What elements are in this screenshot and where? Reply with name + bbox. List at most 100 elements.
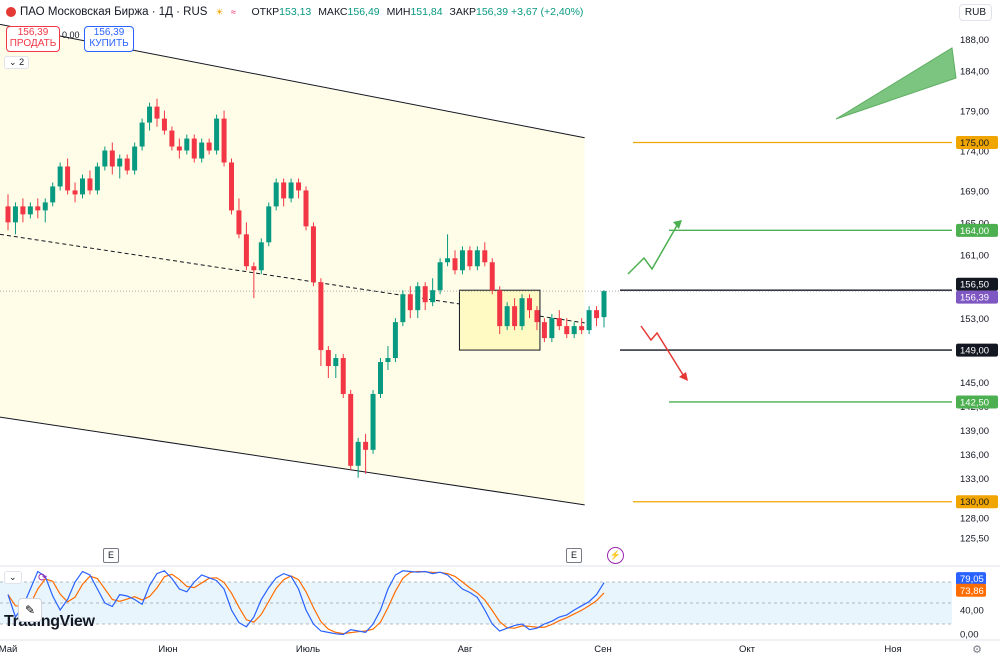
candle-body — [564, 326, 570, 335]
candle-body — [229, 162, 234, 211]
price-level-label: 156,39 — [960, 293, 989, 304]
candle-body — [310, 226, 316, 283]
candle-body — [378, 362, 383, 394]
candle-body — [184, 138, 190, 151]
chart-header: ПАО Московская Биржа · 1Д · RUS ☀ ≈ ОТКР… — [0, 0, 583, 24]
price-tick-label: 139,00 — [960, 426, 989, 437]
price-tick-label: 179,00 — [960, 107, 989, 118]
bearish-arrow-head — [679, 372, 688, 381]
open-value: 153,13 — [279, 6, 312, 18]
price-level-label: 149,00 — [960, 346, 989, 357]
bearish-arrow — [640, 325, 686, 379]
ohlc-values: ОТКР153,13 МАКС156,49 МИН151,84 ЗАКР156,… — [247, 6, 583, 18]
candle-body — [132, 146, 138, 171]
price-tick-label: 153,00 — [960, 314, 989, 325]
candle-body — [430, 290, 436, 303]
candle-body — [243, 234, 249, 267]
price-level-label: 175,00 — [960, 138, 989, 149]
price-level-label: 142,50 — [960, 397, 989, 408]
price-tick-label: 136,00 — [960, 450, 989, 461]
bullish-arrow — [627, 221, 680, 275]
candle-body — [489, 262, 495, 291]
gear-icon[interactable]: ⚙ — [972, 644, 982, 656]
candle-body — [549, 318, 555, 339]
change-value: +3,67 (+2,40%) — [511, 6, 584, 18]
price-tick-label: 188,00 — [960, 35, 989, 46]
candle-body — [333, 358, 339, 367]
price-tick-label: 174,00 — [960, 147, 989, 158]
time-tick-label: Июль — [296, 644, 320, 655]
sell-button[interactable]: 156,39 ПРОДАТЬ — [6, 26, 60, 52]
price-level-label: 164,00 — [960, 226, 989, 237]
alert-icon[interactable]: ≈ — [230, 7, 236, 17]
low-label: МИН — [386, 6, 411, 18]
stochastic-tick-label: 40,00 — [960, 606, 984, 617]
candle-body — [176, 146, 182, 151]
candle-body — [236, 210, 242, 235]
candle-body — [422, 286, 428, 303]
candle-body — [370, 393, 376, 450]
price-level-label: 130,00 — [960, 497, 989, 508]
time-tick-label: Ноя — [884, 644, 901, 655]
candle-body — [340, 358, 346, 394]
candle-body — [348, 393, 354, 466]
stochastic-value-tag — [956, 572, 986, 586]
buy-button[interactable]: 156,39 КУПИТЬ — [84, 26, 134, 52]
candle-body — [556, 318, 562, 327]
candle-body — [258, 242, 264, 271]
chevron-down-icon: ⌄ — [9, 57, 17, 67]
candle-body — [266, 206, 272, 243]
candle-body — [474, 250, 480, 267]
pencil-icon[interactable]: ✎ — [18, 598, 42, 622]
sell-label: ПРОДАТЬ — [9, 38, 57, 49]
time-tick-label: Сен — [594, 644, 611, 655]
candle-body — [65, 166, 71, 191]
candle-body — [214, 118, 220, 151]
refresh-icon[interactable]: ⟳ — [38, 572, 48, 584]
projection-fan — [835, 47, 957, 120]
stochastic-k-line — [7, 570, 605, 636]
candle-body — [251, 266, 257, 271]
candle-body — [87, 178, 93, 191]
candle-body — [50, 186, 56, 203]
high-value: 156,49 — [347, 6, 380, 18]
candle-body — [35, 206, 41, 211]
stochastic-tick-label: 0,00 — [960, 630, 979, 641]
candle-body — [12, 206, 18, 223]
price-level-tag — [956, 395, 998, 409]
market-status-icon[interactable]: ☀ — [215, 7, 224, 17]
symbol-title[interactable]: ПАО Московская Биржа · 1Д · RUS — [20, 6, 208, 18]
candle-body — [139, 122, 145, 147]
earnings-event-marker[interactable]: E — [566, 548, 582, 563]
candle-body — [154, 106, 160, 119]
lightning-icon[interactable]: ⚡ — [607, 547, 624, 564]
bullish-arrow-head — [673, 220, 682, 229]
candle-body — [117, 158, 123, 167]
candle-body — [147, 106, 153, 123]
candle-body — [512, 306, 518, 327]
candle-body — [80, 178, 85, 195]
indicators-collapse-button[interactable]: ⌄ 2 — [4, 56, 30, 69]
stochastic-collapse-button[interactable]: ⌄ — [4, 571, 22, 584]
price-level-tag — [956, 223, 998, 237]
price-level-tag — [956, 290, 998, 304]
price-level-tag — [956, 277, 998, 291]
earnings-event-marker[interactable]: E — [103, 548, 119, 563]
candle-body — [318, 282, 324, 351]
price-tick-label: 133,00 — [960, 474, 989, 485]
price-tick-label: 145,00 — [960, 378, 989, 389]
channel-lower-line — [0, 416, 585, 506]
candle-body — [325, 350, 331, 367]
candle-body — [504, 306, 510, 327]
stochastic-value-tag — [956, 583, 986, 597]
candle-body — [579, 326, 585, 331]
stochastic-tick-label: 73,86 — [960, 586, 984, 597]
currency-button[interactable]: RUB — [958, 4, 992, 21]
price-tick-label: 128,00 — [960, 514, 989, 525]
candle-body — [482, 250, 488, 263]
time-tick-label: Май — [0, 644, 17, 655]
buy-label: КУПИТЬ — [89, 38, 129, 49]
price-level-tag — [956, 495, 998, 509]
candle-body — [27, 206, 33, 215]
